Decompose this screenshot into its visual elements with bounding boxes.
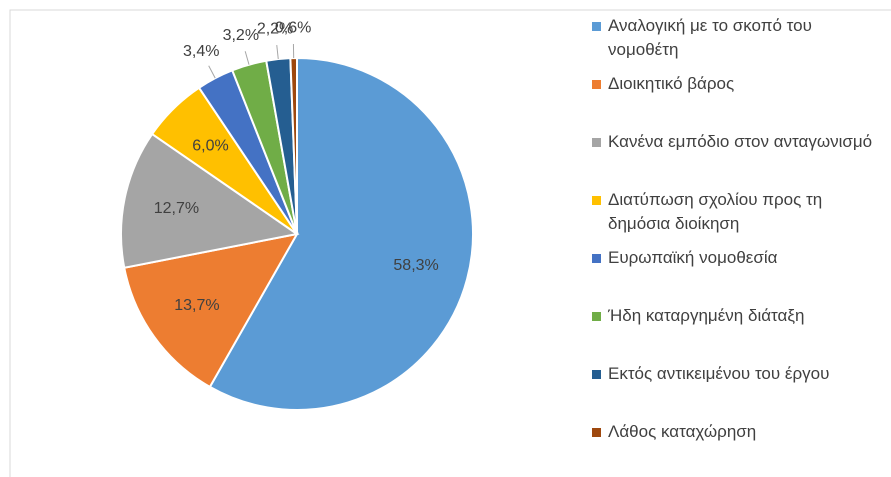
leader-line bbox=[276, 45, 279, 60]
legend-label: Κανένα εμπόδιο στον ανταγωνισμό bbox=[608, 132, 873, 151]
leader-line bbox=[208, 65, 216, 79]
legend-label: Εκτός αντικειμένου του έργου bbox=[608, 364, 830, 383]
legend-label: Ευρωπαϊκή νομοθεσία bbox=[608, 248, 778, 267]
slice bbox=[123, 232, 299, 389]
legend-swatch bbox=[592, 312, 601, 321]
legend-label: Λάθος καταχώρηση bbox=[608, 422, 757, 441]
data-label: 3,2% bbox=[223, 27, 259, 44]
legend-swatch bbox=[592, 254, 601, 263]
legend-item: Ήδη καταργημένη διάταξη bbox=[592, 304, 887, 328]
legend-item: Κανένα εμπόδιο στον ανταγωνισμό bbox=[592, 130, 887, 154]
legend-swatch bbox=[592, 428, 601, 437]
legend-item: Αναλογική με το σκοπό του νομοθέτη bbox=[592, 14, 887, 62]
data-label: 12,7% bbox=[154, 200, 199, 217]
leader-line bbox=[244, 51, 250, 65]
data-label: 2,2% bbox=[257, 20, 293, 37]
legend-item: Λάθος καταχώρηση bbox=[592, 420, 887, 444]
data-label: 6,0% bbox=[192, 137, 228, 154]
legend-swatch bbox=[592, 370, 601, 379]
frame bbox=[9, 9, 891, 477]
legend-swatch bbox=[592, 196, 601, 205]
slice bbox=[208, 56, 474, 411]
legend-item: Ευρωπαϊκή νομοθεσία bbox=[592, 246, 887, 270]
legend-item: Εκτός αντικειμένου του έργου bbox=[592, 362, 887, 386]
legend-label: Διατύπωση σχολίου προς τη δημόσια διοίκη… bbox=[608, 190, 823, 233]
legend-swatch bbox=[592, 138, 601, 147]
legend-swatch bbox=[592, 80, 601, 89]
legend-swatch bbox=[592, 22, 601, 31]
data-label: 3,4% bbox=[183, 43, 219, 60]
slice bbox=[120, 132, 300, 269]
legend-label: Διοικητικό βάρος bbox=[608, 74, 735, 93]
data-label: 58,3% bbox=[393, 257, 438, 274]
legend-item: Διοικητικό βάρος bbox=[592, 72, 887, 96]
data-label: 13,7% bbox=[174, 297, 219, 314]
legend-item: Διατύπωση σχολίου προς τη δημόσια διοίκη… bbox=[592, 188, 887, 236]
legend-label: Ήδη καταργημένη διάταξη bbox=[608, 306, 805, 325]
legend-label: Αναλογική με το σκοπό του νομοθέτη bbox=[608, 16, 812, 59]
data-label: 0,6% bbox=[275, 19, 311, 36]
